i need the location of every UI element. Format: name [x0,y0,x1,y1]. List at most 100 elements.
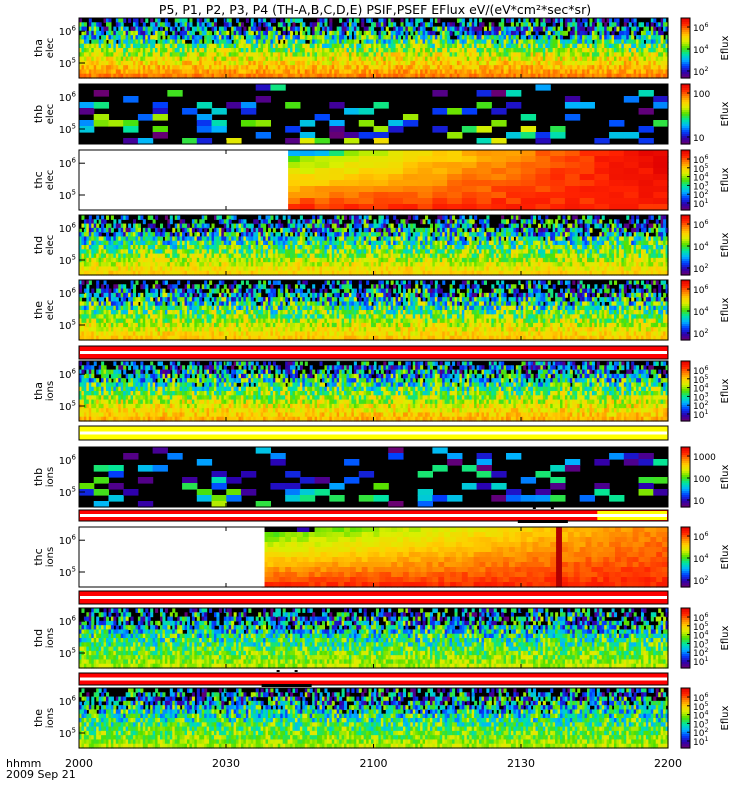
heat-cell [339,39,343,45]
heat-cell [454,52,458,58]
heat-cell [186,232,191,238]
heat-cell [88,240,92,246]
heat-cell [633,73,637,79]
heat-cell [579,65,583,71]
heat-cell [542,26,546,32]
colorbar-segment [681,160,690,163]
heat-cell [93,39,97,45]
heat-cell [439,65,443,71]
heat-cell [378,22,382,28]
colorbar-segment [681,156,690,159]
heat-cell [317,39,321,45]
heat-cell [287,43,291,49]
heat-cell [108,236,112,242]
heat-cell [329,192,345,199]
heat-cell [253,232,257,238]
heat-cell [218,43,222,49]
heat-cell [557,65,561,71]
heat-cell [471,26,475,32]
heat-cell [137,65,141,71]
heat-cell [496,73,500,79]
heat-cell [287,249,291,255]
heat-cell [177,257,181,263]
heat-cell [79,102,95,109]
heat-cell [483,35,487,41]
heat-cell [299,156,316,163]
heat-cell [106,69,110,75]
heat-cell [290,60,294,66]
heat-cell [363,30,367,36]
heat-cell [201,43,205,49]
heat-cell [150,270,154,276]
heat-cell [108,266,112,272]
heat-cell [277,219,281,225]
heat-cell [319,240,323,246]
heat-cell [250,245,254,250]
heat-cell [577,43,581,49]
heat-cell [250,65,254,71]
heat-cell [314,180,330,187]
heat-cell [172,69,176,75]
heat-cell [420,43,424,49]
heat-cell [115,262,119,268]
heat-cell [93,43,97,49]
y-axis-label: elec [45,104,56,125]
heat-cell [103,262,107,268]
heat-cell [162,69,166,75]
heat-cell [461,150,478,157]
heat-cell [98,257,102,263]
heat-cell [292,253,296,259]
heat-cell [658,43,662,49]
heat-cell [135,22,139,28]
heat-cell [334,52,338,58]
heat-cell [434,43,438,49]
heat-cell [618,69,622,75]
heat-cell [169,35,173,41]
heat-cell [653,18,657,23]
heat-cell [164,43,168,49]
heat-cell [96,236,100,242]
heat-cell [368,56,372,62]
heat-cell [132,60,137,66]
heat-cell [513,43,517,49]
heat-cell [83,240,87,246]
heat-cell [660,60,664,66]
heat-cell [145,249,149,255]
heat-cell [641,73,645,79]
heat-cell [476,65,480,71]
heat-cell [250,69,254,75]
heat-cell [596,56,600,62]
heat-cell [483,73,487,79]
heat-cell [221,60,225,66]
heat-cell [96,73,100,79]
heat-cell [275,56,279,62]
heat-cell [432,30,436,36]
heat-cell [270,240,274,246]
heat-cell [560,60,564,66]
heat-cell [476,69,480,75]
colorbar-segment [681,132,690,135]
heat-cell [177,249,181,255]
heat-cell [336,223,340,229]
heat-cell [98,219,102,225]
heat-cell [434,73,438,79]
heat-cell [525,65,529,71]
heat-cell [493,56,497,62]
heat-cell [106,52,110,58]
heat-cell [145,18,149,23]
colorbar-segment [681,194,690,197]
heat-cell [140,232,144,238]
heat-cell [336,52,340,58]
heat-cell [368,35,372,41]
heat-cell [398,56,402,62]
heat-cell [290,26,294,32]
heat-cell [432,73,436,79]
colorbar-segment [681,94,690,97]
heat-cell [277,48,281,53]
heat-cell [623,162,640,169]
heat-cell [653,198,669,205]
heat-cell [147,26,151,32]
heat-cell [520,192,537,199]
heat-cell [125,65,129,71]
heat-cell [125,253,129,259]
